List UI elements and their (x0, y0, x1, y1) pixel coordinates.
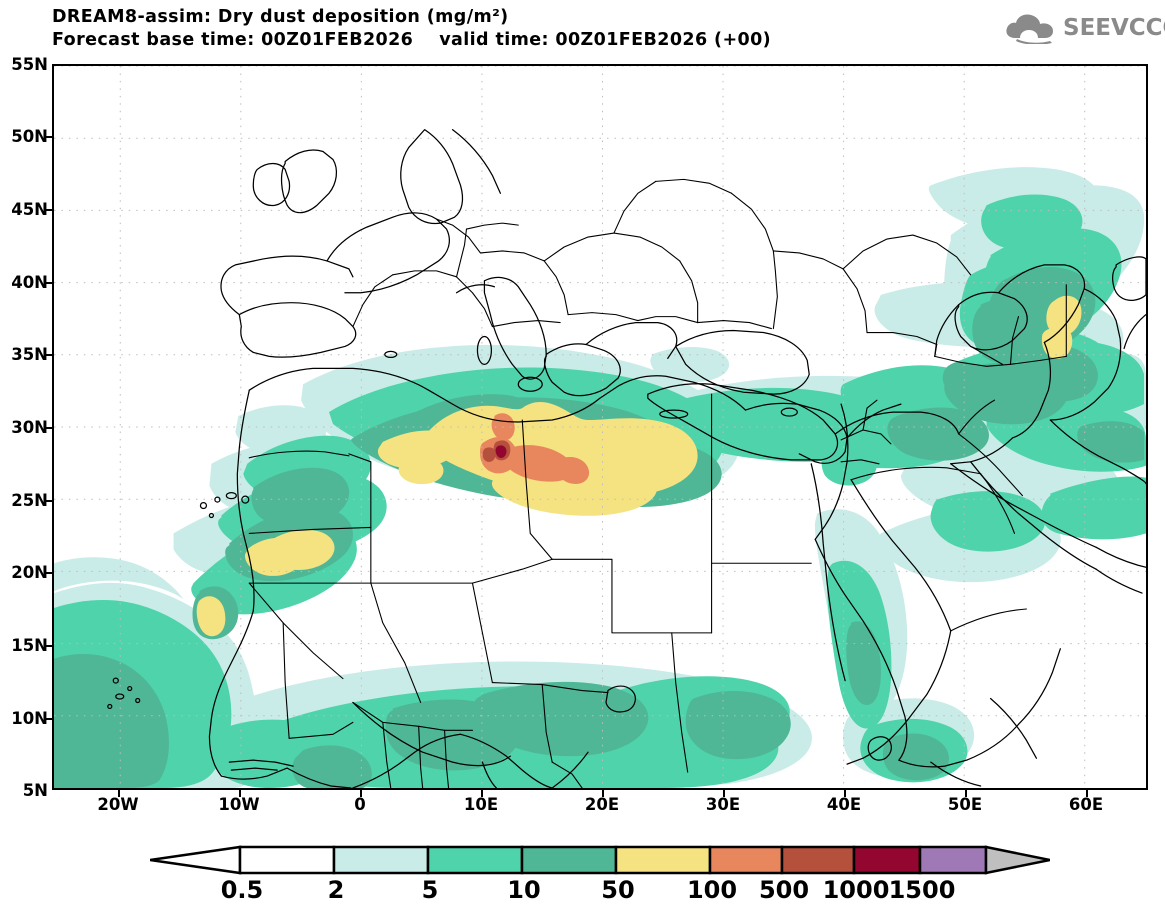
colorbar-label: 1000 (822, 876, 890, 904)
colorbar: 0.5 2 5 10 50 100 500 1000 1500 (150, 845, 1050, 904)
x-tick (118, 790, 120, 797)
y-tick-label: 50N (11, 127, 48, 146)
y-tick-label: 45N (11, 200, 48, 219)
y-tick (45, 718, 52, 720)
colorbar-extend-low (150, 845, 242, 875)
chart-header: DREAM8-assim: Dry dust deposition (mg/m²… (52, 6, 952, 54)
contour-band-10 (196, 295, 1082, 637)
x-tick-label: 10W (218, 795, 260, 814)
colorbar-bin-5-10 (520, 845, 618, 875)
x-tick-label: 50E (947, 795, 983, 814)
x-tick-label: 0 (354, 795, 366, 814)
cloud-icon (1006, 14, 1053, 44)
x-tick-label: 60E (1068, 795, 1104, 814)
y-tick-label: 55N (11, 55, 48, 74)
y-tick (45, 572, 52, 574)
x-tick (723, 790, 725, 797)
colorbar-label: 1500 (888, 876, 956, 904)
x-tick (239, 790, 241, 797)
colorbar-label: 500 (758, 876, 810, 904)
y-tick (45, 500, 52, 502)
chart-title: DREAM8-assim: Dry dust deposition (mg/m²… (52, 7, 509, 27)
colorbar-bin-1000-1500 (918, 845, 988, 875)
map-svg (54, 66, 1146, 788)
colorbar-label: 0.5 (220, 876, 264, 904)
contour-band-500 (495, 445, 507, 458)
x-tick (360, 790, 362, 797)
y-tick (45, 209, 52, 211)
x-tick (602, 790, 604, 797)
colorbar-bin-10-50 (614, 845, 712, 875)
x-tick-label: 30E (705, 795, 741, 814)
colorbar-label: 10 (507, 876, 541, 904)
y-tick (45, 354, 52, 356)
y-tick-label: 20N (11, 563, 48, 582)
colorbar-bin-50-100 (708, 845, 784, 875)
x-tick (1086, 790, 1088, 797)
map-plot-area (52, 64, 1148, 790)
x-tick (481, 790, 483, 797)
x-tick-label: 20E (584, 795, 620, 814)
y-tick (45, 645, 52, 647)
seevccc-logo: SEEVCCC (1005, 8, 1165, 48)
y-tick (45, 136, 52, 138)
colorbar-label: 100 (686, 876, 738, 904)
colorbar-bin-500-1000 (852, 845, 922, 875)
colorbar-bin-100-500 (780, 845, 856, 875)
coastlines-borders (107, 129, 1146, 788)
map-gridlines (54, 66, 1146, 788)
x-tick (965, 790, 967, 797)
y-tick (45, 427, 52, 429)
y-tick-label: 40N (11, 273, 48, 292)
y-tick-label: 15N (11, 636, 48, 655)
y-tick-label: 30N (11, 418, 48, 437)
y-tick-label: 25N (11, 491, 48, 510)
colorbar-extend-high (984, 845, 1050, 875)
y-tick-label: 5N (22, 781, 48, 800)
colorbar-bin-0.5-2 (332, 845, 430, 875)
x-tick-label: 10E (463, 795, 499, 814)
colorbar-bin-white (238, 845, 336, 875)
x-tick-label: 40E (826, 795, 862, 814)
colorbar-label: 2 (327, 876, 345, 904)
colorbar-swatches (150, 845, 1050, 875)
colorbar-label: 50 (601, 876, 635, 904)
x-tick (844, 790, 846, 797)
colorbar-bin-2-5 (426, 845, 524, 875)
chart-subtitle: Forecast base time: 00Z01FEB2026 valid t… (52, 30, 772, 50)
y-tick-label: 10N (11, 709, 48, 728)
y-tick-label: 35N (11, 345, 48, 364)
colorbar-label: 5 (421, 876, 439, 904)
logo-text: SEEVCCC (1063, 15, 1165, 41)
x-tick-label: 20W (97, 795, 139, 814)
y-tick (45, 282, 52, 284)
